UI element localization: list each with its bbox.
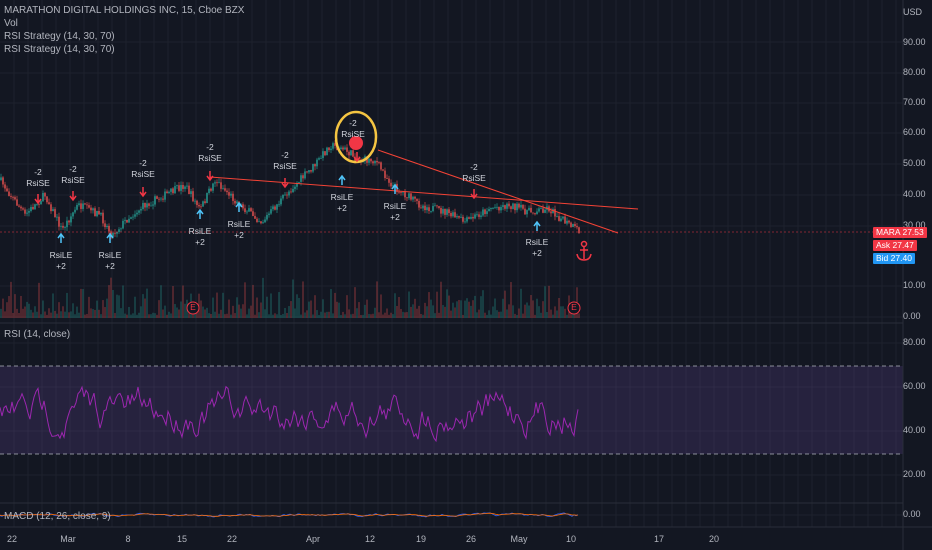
time-tick: 10	[565, 534, 577, 544]
macd-lines	[0, 512, 579, 518]
grid-lines	[0, 0, 903, 527]
indicator-volume[interactable]: Vol	[4, 18, 18, 29]
trend-line-upper[interactable]	[377, 149, 619, 234]
long-signal-label: RsiLE +2	[525, 237, 549, 258]
time-tick: May	[510, 534, 528, 544]
time-tick: 26	[465, 534, 477, 544]
earnings-marker[interactable]	[567, 301, 581, 315]
last-price-tag: MARA 27.53	[873, 227, 927, 238]
anchor-icon	[576, 240, 592, 261]
bid-price-tag: Bid 27.40	[873, 253, 915, 264]
time-tick: 19	[415, 534, 427, 544]
time-tick: Apr	[305, 534, 321, 544]
volume-tick: 0.00	[903, 311, 921, 321]
chart-legend: MARATHON DIGITAL HOLDINGS INC, 15, Cboe …	[4, 4, 244, 56]
rsi-tick: 40.00	[903, 425, 926, 435]
short-signal-label: -2 RsiSE	[341, 118, 365, 139]
trend-lines[interactable]	[0, 149, 903, 234]
long-signal-label: RsiLE +2	[383, 201, 407, 222]
long-signal-label: RsiLE +2	[49, 250, 73, 271]
long-signal-label: RsiLE +2	[227, 219, 251, 240]
indicator-rsi-strategy[interactable]: RSI Strategy (14, 30, 70)	[4, 31, 115, 42]
earnings-label[interactable]: E	[190, 302, 196, 312]
earnings-label[interactable]: E	[571, 302, 577, 312]
macd-tick: 0.00	[903, 509, 921, 519]
rsi-tick: 20.00	[903, 469, 926, 479]
short-signal-label: -2 RsiSE	[131, 158, 155, 179]
long-signal-label: RsiLE +2	[98, 250, 122, 271]
rsi-band	[0, 365, 903, 455]
short-signal-label: -2 RsiSE	[26, 167, 50, 188]
time-tick: 15	[176, 534, 188, 544]
time-tick: 17	[653, 534, 665, 544]
short-signal-label: -2 RsiSE	[198, 142, 222, 163]
symbol-title[interactable]: MARATHON DIGITAL HOLDINGS INC, 15, Cboe …	[4, 5, 245, 16]
macd-pane-label[interactable]: MACD (12, 26, close, 9)	[4, 511, 111, 522]
price-tick: 80.00	[903, 67, 926, 77]
rsi-pane-label[interactable]: RSI (14, close)	[4, 329, 71, 340]
rsi-line	[0, 385, 579, 443]
earnings-marker[interactable]	[186, 301, 200, 315]
time-tick: 22	[6, 534, 18, 544]
currency-label[interactable]: USD	[903, 7, 923, 17]
time-tick: 8	[125, 534, 131, 544]
volume-tick: 10.00	[903, 280, 926, 290]
long-signal-label: RsiLE +2	[330, 192, 354, 213]
price-tick: 60.00	[903, 127, 926, 137]
ask-price-tag: Ask 27.47	[873, 240, 917, 251]
time-tick: 22	[226, 534, 238, 544]
highlight-circle	[334, 110, 378, 164]
short-signal-label: -2 RsiSE	[273, 150, 297, 171]
price-tick: 50.00	[903, 158, 926, 168]
price-tick: 90.00	[903, 37, 926, 47]
indicator-rsi-strategy[interactable]: RSI Strategy (14, 30, 70)	[4, 44, 115, 55]
time-tick: 12	[364, 534, 376, 544]
price-tick: 70.00	[903, 97, 926, 107]
price-tick: 40.00	[903, 189, 926, 199]
long-signal-label: RsiLE +2	[188, 226, 212, 247]
short-signal-label: -2 RsiSE	[462, 162, 486, 183]
rsi-tick: 80.00	[903, 337, 926, 347]
time-tick: Mar	[60, 534, 76, 544]
trend-line-lower[interactable]	[209, 176, 639, 210]
price-tick: 30.00	[903, 220, 926, 230]
rsi-tick: 60.00	[903, 381, 926, 391]
time-tick: 20	[708, 534, 720, 544]
short-signal-label: -2 RsiSE	[61, 164, 85, 185]
signal-arrows	[34, 152, 541, 243]
